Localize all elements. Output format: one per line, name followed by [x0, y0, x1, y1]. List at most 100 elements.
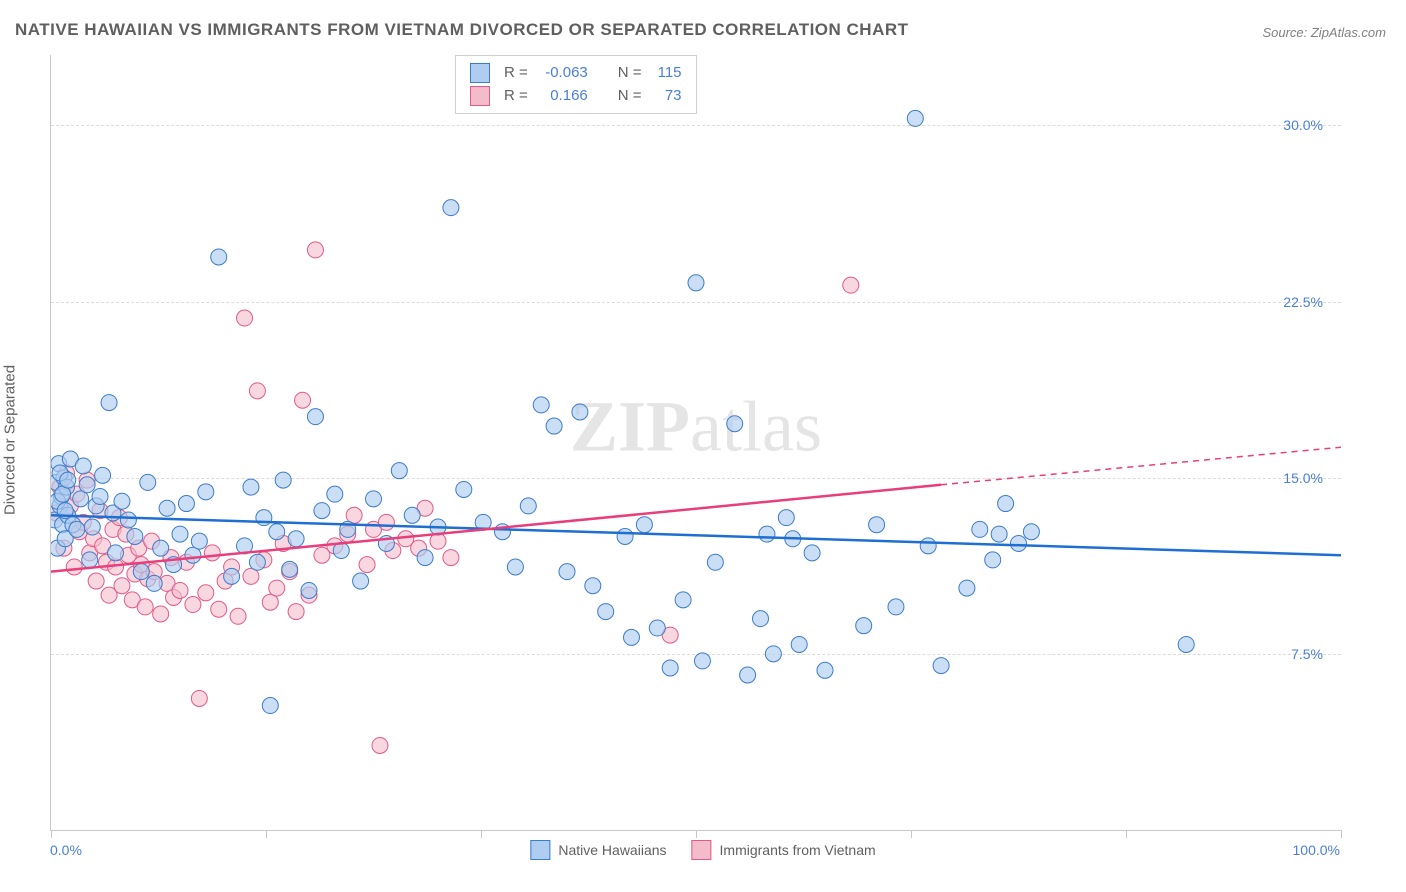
scatter-point	[262, 594, 278, 610]
scatter-point	[211, 601, 227, 617]
x-tick	[51, 830, 52, 838]
stats-row-blue: R = -0.063 N = 115	[470, 62, 682, 85]
scatter-point	[269, 524, 285, 540]
scatter-point	[1011, 535, 1027, 551]
scatter-point	[88, 573, 104, 589]
scatter-point	[443, 200, 459, 216]
scatter-point	[907, 110, 923, 126]
r-label: R =	[504, 85, 528, 108]
scatter-point	[172, 526, 188, 542]
scatter-point	[972, 521, 988, 537]
scatter-point	[404, 507, 420, 523]
source-attribution: Source: ZipAtlas.com	[1262, 25, 1386, 40]
scatter-point	[60, 472, 76, 488]
scatter-point	[108, 545, 124, 561]
scatter-point	[959, 580, 975, 596]
legend-bottom: Native Hawaiians Immigrants from Vietnam	[530, 840, 875, 860]
x-tick	[481, 830, 482, 838]
scatter-point	[585, 578, 601, 594]
scatter-point	[694, 653, 710, 669]
scatter-point	[817, 662, 833, 678]
scatter-point	[198, 585, 214, 601]
scatter-point	[856, 618, 872, 634]
scatter-point	[759, 526, 775, 542]
scatter-point	[146, 575, 162, 591]
scatter-point	[920, 538, 936, 554]
scatter-point	[804, 545, 820, 561]
scatter-point	[327, 486, 343, 502]
scatter-point	[301, 582, 317, 598]
scatter-point	[237, 310, 253, 326]
scatter-point	[249, 554, 265, 570]
y-axis-title: Divorced or Separated	[2, 365, 19, 515]
n-value-pink: 73	[652, 85, 682, 108]
x-axis-min-label: 0.0%	[50, 842, 82, 858]
scatter-point	[95, 467, 111, 483]
stats-swatch-blue	[470, 63, 490, 83]
scatter-point	[765, 646, 781, 662]
scatter-point	[1023, 524, 1039, 540]
scatter-point	[140, 474, 156, 490]
chart-svg	[51, 55, 1341, 830]
scatter-point	[269, 580, 285, 596]
scatter-point	[372, 737, 388, 753]
scatter-point	[507, 559, 523, 575]
x-tick	[696, 830, 697, 838]
scatter-point	[443, 550, 459, 566]
scatter-point	[288, 604, 304, 620]
scatter-point	[288, 531, 304, 547]
scatter-point	[114, 578, 130, 594]
stats-row-pink: R = 0.166 N = 73	[470, 85, 682, 108]
scatter-point	[191, 690, 207, 706]
scatter-point	[353, 573, 369, 589]
scatter-point	[191, 533, 207, 549]
scatter-point	[888, 599, 904, 615]
scatter-point	[127, 528, 143, 544]
scatter-point	[79, 477, 95, 493]
n-label: N =	[618, 85, 642, 108]
scatter-point	[598, 604, 614, 620]
scatter-point	[172, 582, 188, 598]
scatter-point	[66, 559, 82, 575]
scatter-point	[546, 418, 562, 434]
scatter-point	[137, 599, 153, 615]
scatter-point	[778, 510, 794, 526]
stats-box: R = -0.063 N = 115 R = 0.166 N = 73	[455, 55, 697, 114]
scatter-point	[295, 392, 311, 408]
trend-line-pink-dashed	[941, 447, 1341, 485]
scatter-point	[204, 545, 220, 561]
legend-item-blue: Native Hawaiians	[530, 840, 666, 860]
scatter-point	[275, 472, 291, 488]
scatter-point	[456, 481, 472, 497]
scatter-point	[843, 277, 859, 293]
scatter-point	[153, 606, 169, 622]
scatter-point	[636, 517, 652, 533]
scatter-point	[366, 491, 382, 507]
scatter-point	[69, 521, 85, 537]
scatter-point	[249, 383, 265, 399]
scatter-point	[185, 547, 201, 563]
scatter-point	[572, 404, 588, 420]
scatter-point	[998, 496, 1014, 512]
scatter-point	[675, 592, 691, 608]
scatter-point	[649, 620, 665, 636]
scatter-point	[991, 526, 1007, 542]
scatter-point	[624, 629, 640, 645]
scatter-point	[92, 489, 108, 505]
legend-swatch-blue	[530, 840, 550, 860]
scatter-point	[230, 608, 246, 624]
scatter-point	[75, 458, 91, 474]
scatter-point	[211, 249, 227, 265]
x-tick	[266, 830, 267, 838]
scatter-point	[153, 540, 169, 556]
scatter-point	[707, 554, 723, 570]
stats-swatch-pink	[470, 86, 490, 106]
scatter-point	[869, 517, 885, 533]
scatter-point	[307, 242, 323, 258]
r-value-pink: 0.166	[538, 85, 588, 108]
scatter-point	[198, 484, 214, 500]
x-axis-max-label: 100.0%	[1293, 842, 1340, 858]
scatter-point	[185, 597, 201, 613]
scatter-point	[533, 397, 549, 413]
scatter-point	[243, 568, 259, 584]
